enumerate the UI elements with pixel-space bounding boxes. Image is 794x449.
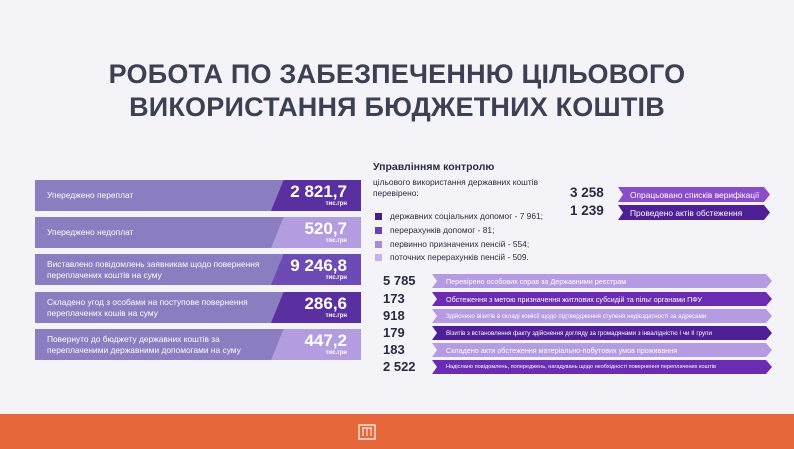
stat-card-unit: тис.грн [325, 350, 347, 356]
bottom-stat-banner: Перевірено особових справ за Державними … [432, 274, 772, 288]
bottom-stat-num: 2 522 [383, 359, 416, 374]
stat-card-value-box: 447,2 тис.грн [271, 329, 361, 360]
verification-count: 3 258 [570, 185, 604, 200]
bullet-square-icon [375, 253, 382, 261]
bottom-stat-num: 5 785 [383, 273, 416, 288]
control-item-text: перерахунків допомог - 81; [390, 225, 495, 235]
page-title: РОБОТА ПО ЗАБЕЗПЕЧЕННЮ ЦІЛЬОВОГО ВИКОРИС… [0, 58, 794, 124]
stat-card-unit: тис.грн [325, 201, 347, 207]
control-item: перерахунків допомог - 81; [375, 225, 494, 235]
bottom-stat-num: 179 [383, 325, 405, 340]
stat-card-agreements: Складено угод з особами на поступове пов… [35, 292, 361, 323]
inspection-banner: Проведено актів обстеження [618, 205, 770, 220]
bottom-stat-num: 173 [383, 291, 405, 306]
stat-card-value-box: 286,6 тис.грн [271, 292, 361, 323]
stat-card-value: 447,2 [304, 331, 347, 350]
bottom-stat-banner: Обстеження з метою призначення житлових … [432, 292, 772, 306]
control-heading: Управлінням контролю [373, 161, 495, 173]
pfu-logo-icon [358, 424, 376, 440]
bottom-stat-banner: Складено акти обстеження матеріально-поб… [432, 343, 772, 357]
stat-card-value-box: 520,7 тис.грн [271, 217, 361, 248]
page-title-line-2: ВИКОРИСТАННЯ БЮДЖЕТНИХ КОШТІВ [129, 92, 665, 122]
control-item: поточних перерахунків пенсій - 509. [375, 252, 529, 262]
stat-card-value: 9 246,8 [290, 256, 347, 275]
stat-card-value: 286,6 [304, 294, 347, 313]
stat-card-label: Складено угод з особами на поступове пов… [47, 297, 248, 318]
verification-banner: Опрацьовано списків верифікації [618, 187, 770, 202]
footer-bar [0, 414, 794, 449]
stat-card-label: Повернуто до бюджету державних коштів за… [47, 334, 241, 355]
stat-card-overpayments: Упереджено переплат 2 821,7 тис.грн [35, 180, 361, 211]
stat-card-value-box: 2 821,7 тис.грн [271, 180, 361, 211]
stat-card-label: Упереджено недоплат [47, 227, 134, 238]
control-item: державних соціальних допомог - 7 961; [375, 211, 543, 221]
page-title-line-1: РОБОТА ПО ЗАБЕЗПЕЧЕННЮ ЦІЛЬОВОГО [108, 59, 686, 89]
bottom-stat-banner: Надіслано повідомлень, попереджень, нага… [432, 360, 772, 374]
bullet-square-icon [375, 212, 382, 220]
bottom-stat-num: 918 [383, 308, 405, 323]
control-subheading: цільового використання державних коштів … [373, 177, 539, 198]
control-item-text: поточних перерахунків пенсій - 509. [390, 252, 529, 262]
control-item-text: первинно призначених пенсій - 554; [390, 239, 530, 249]
bottom-stat-banner: Здійснено візитів в складі комісії щодо … [432, 309, 772, 323]
stat-card-underpayments: Упереджено недоплат 520,7 тис.грн [35, 217, 361, 248]
stat-card-notices: Виставлено повідомлень заявникам щодо по… [35, 254, 361, 285]
stat-card-value: 2 821,7 [290, 182, 347, 201]
stat-card-unit: тис.грн [325, 313, 347, 319]
stat-card-unit: тис.грн [325, 275, 347, 281]
stat-card-value: 520,7 [304, 219, 347, 238]
stat-card-label: Виставлено повідомлень заявникам щодо по… [47, 259, 260, 280]
control-item-text: державних соціальних допомог - 7 961; [390, 211, 543, 221]
stat-card-returned: Повернуто до бюджету державних коштів за… [35, 329, 361, 360]
bullet-square-icon [375, 240, 382, 248]
control-item: первинно призначених пенсій - 554; [375, 239, 529, 249]
stat-card-unit: тис.грн [325, 238, 347, 244]
stat-card-value-box: 9 246,8 тис.грн [271, 254, 361, 285]
bottom-stat-banner: Візитів з встановлення факту здійснення … [432, 326, 772, 340]
inspection-count: 1 239 [570, 203, 604, 218]
bullet-square-icon [375, 226, 382, 234]
bottom-stat-num: 183 [383, 342, 405, 357]
stat-card-label: Упереджено переплат [47, 190, 134, 201]
